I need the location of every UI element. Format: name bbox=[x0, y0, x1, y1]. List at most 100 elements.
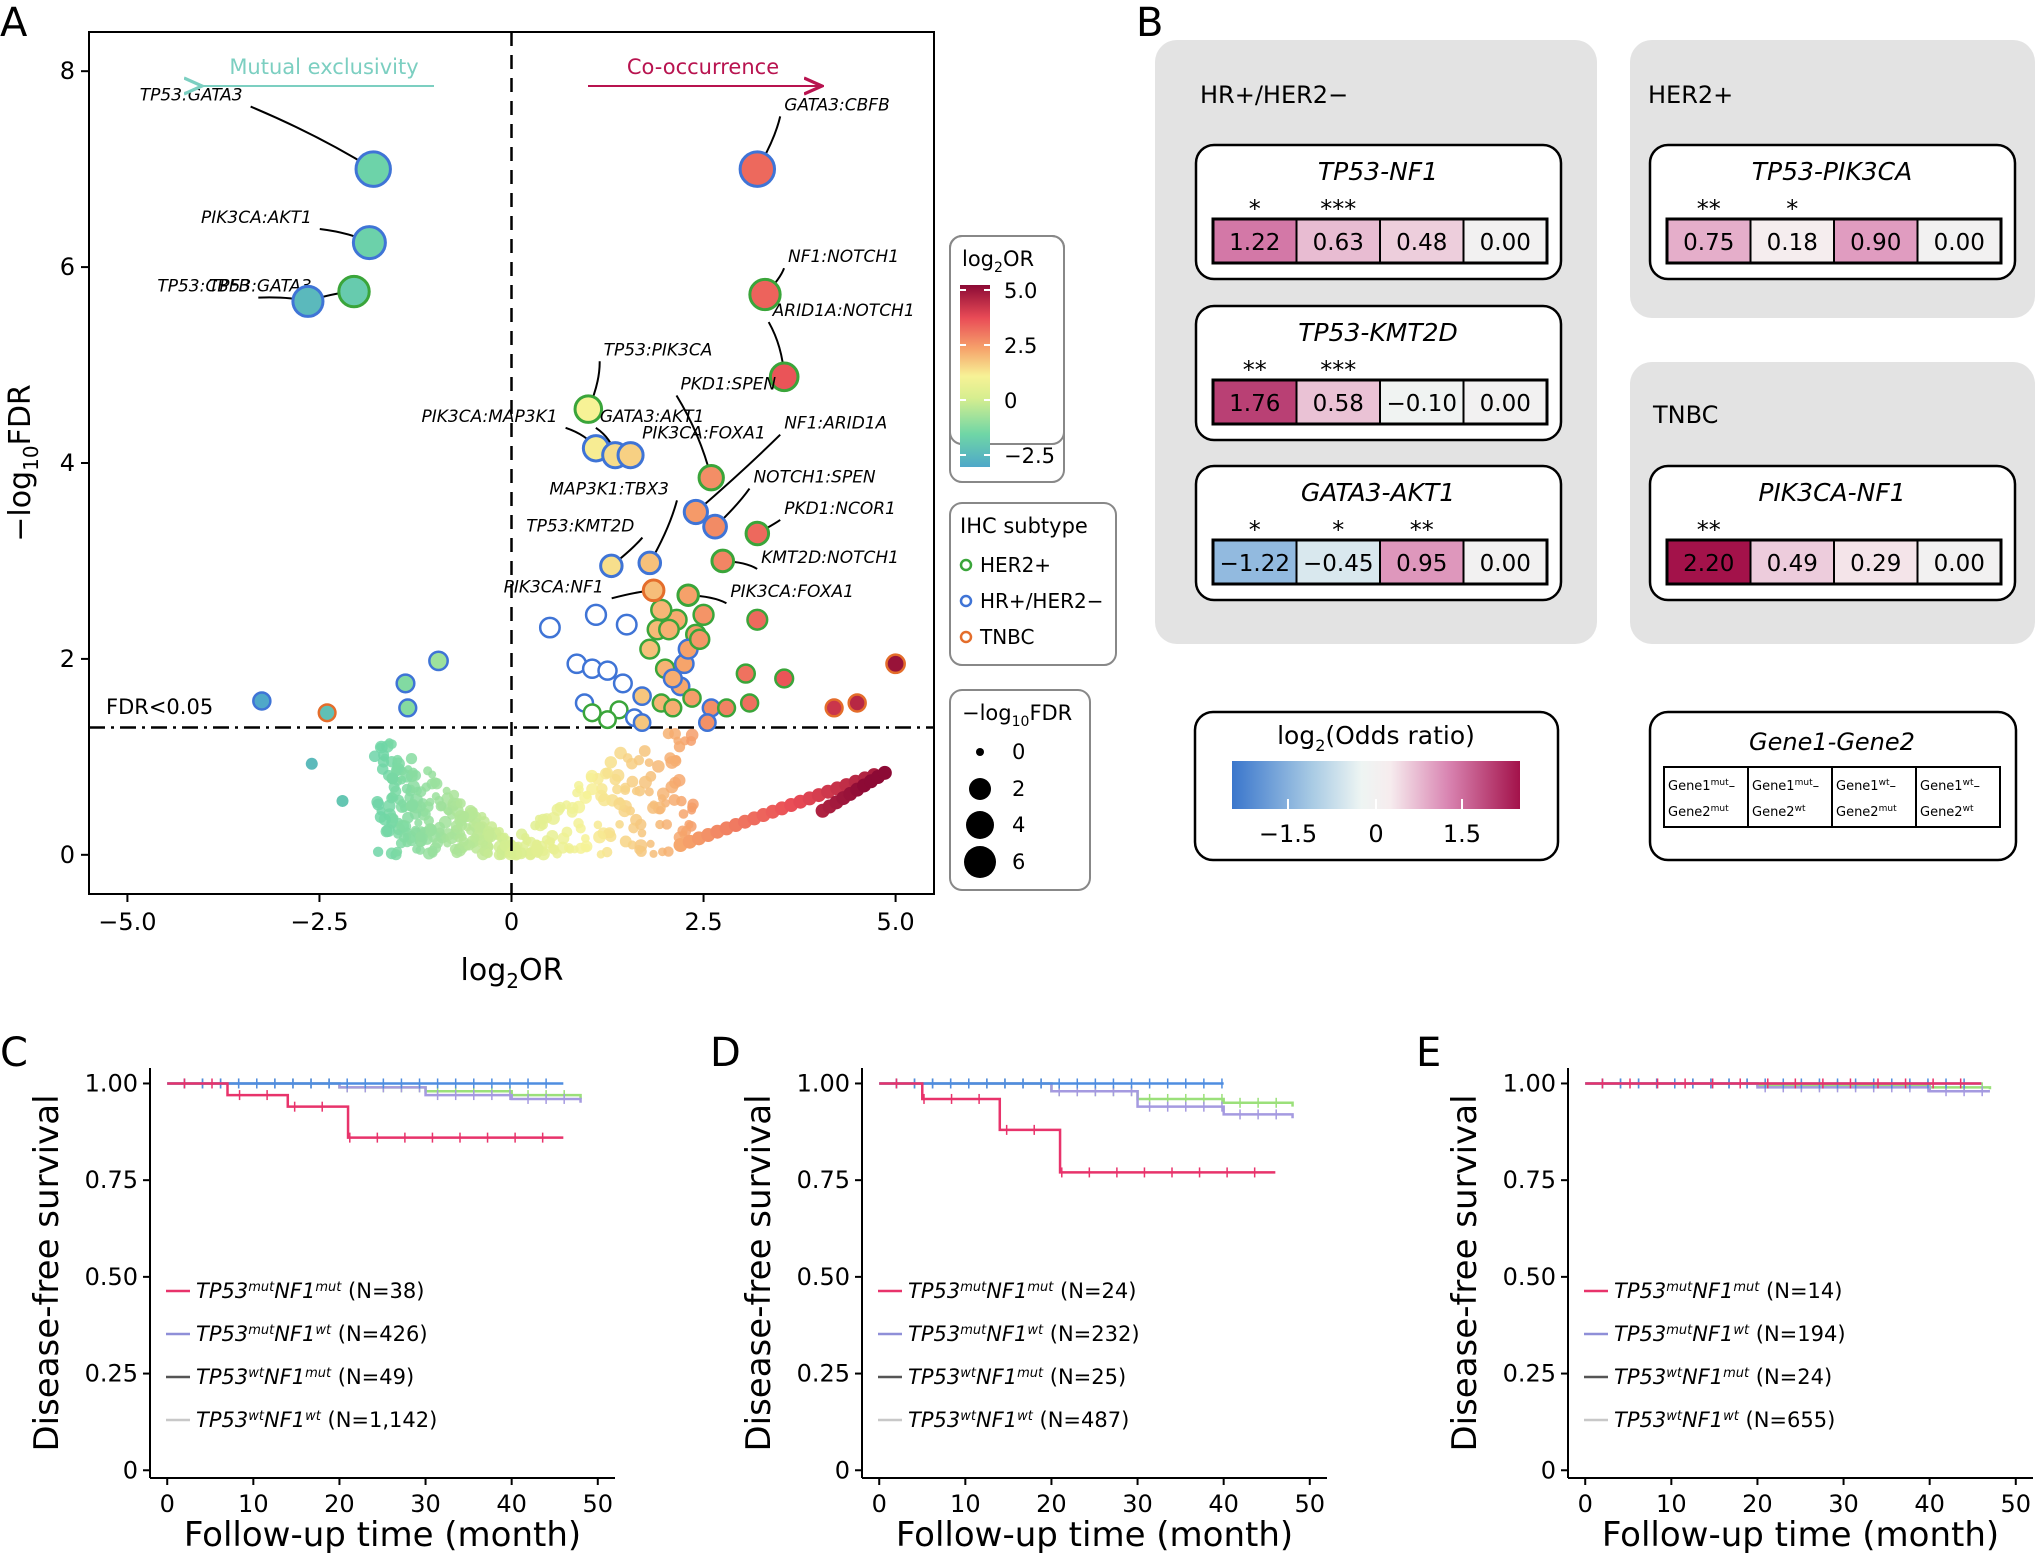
key-cell-label: Gene1mut– bbox=[1752, 778, 1819, 794]
km-x-tick-label: 40 bbox=[1208, 1490, 1239, 1518]
volcano-axes: −5.0 −2.5 0 2.5 5.0 0 2 4 6 8 bbox=[60, 57, 915, 936]
km-x-tick-label: 50 bbox=[1295, 1490, 1326, 1518]
km-legend-label: TP53wtNF1mut (N=25) bbox=[908, 1365, 1126, 1389]
background-point bbox=[668, 794, 681, 806]
pair-name: PIK3CA-NF1 bbox=[1758, 478, 1905, 507]
scale-tick-label: 1.5 bbox=[1443, 820, 1481, 848]
km-y-tick-label: 1.00 bbox=[1503, 1069, 1556, 1097]
heatmap-value: 0.00 bbox=[1480, 230, 1531, 256]
significant-point bbox=[650, 598, 673, 622]
labeled-point bbox=[738, 150, 777, 188]
background-point bbox=[500, 832, 509, 841]
x-tick-label: 2.5 bbox=[684, 908, 722, 936]
background-point bbox=[656, 805, 665, 815]
significant-point bbox=[584, 603, 608, 626]
background-point bbox=[466, 826, 475, 835]
background-point bbox=[408, 767, 418, 778]
heatmap-cell bbox=[1295, 539, 1381, 585]
labeled-point bbox=[748, 277, 782, 312]
background-point bbox=[483, 829, 497, 843]
heatmap-cell bbox=[1462, 218, 1548, 264]
x-tick-label: −5.0 bbox=[98, 908, 156, 936]
heatmap-row-frame bbox=[1211, 217, 1549, 265]
heatmap-cell bbox=[1379, 379, 1465, 425]
significant-point bbox=[395, 673, 416, 694]
labeled-point bbox=[744, 520, 771, 547]
x-tick-label: 5.0 bbox=[877, 908, 915, 936]
labeled-point bbox=[676, 583, 700, 607]
point-label: ARID1A:NOTCH1 bbox=[772, 301, 915, 321]
background-point bbox=[402, 811, 414, 824]
labeled-point bbox=[354, 150, 392, 188]
point-label: TP53:GATA3 bbox=[140, 86, 243, 106]
background-point bbox=[634, 844, 644, 855]
significant-point bbox=[697, 713, 717, 732]
significant-point bbox=[716, 698, 737, 718]
background-point bbox=[635, 818, 647, 831]
background-point bbox=[644, 758, 654, 767]
key-cell-label: Gene1wt– bbox=[1836, 778, 1896, 794]
heatmap-value: 0.90 bbox=[1850, 230, 1901, 256]
size-key-dot bbox=[964, 846, 996, 878]
background-point bbox=[585, 772, 596, 783]
background-point bbox=[448, 789, 460, 801]
km-legend-label: TP53wtNF1wt (N=487) bbox=[908, 1408, 1129, 1432]
km-x-tick-label: 40 bbox=[1914, 1490, 1945, 1518]
background-point bbox=[619, 835, 632, 848]
background-point bbox=[573, 818, 584, 829]
background-point bbox=[383, 799, 396, 813]
significant-point bbox=[735, 663, 757, 684]
background-point bbox=[474, 822, 485, 833]
background-point bbox=[655, 819, 665, 830]
heatmap-value: 1.22 bbox=[1229, 230, 1280, 256]
background-point bbox=[477, 811, 487, 821]
significant-point bbox=[847, 693, 867, 713]
km-y-tick-label: 0 bbox=[835, 1456, 850, 1484]
heatmap-value: 0.63 bbox=[1313, 230, 1364, 256]
labeled-point bbox=[291, 284, 325, 318]
mutual-exclusivity-label: Mutual exclusivity bbox=[229, 55, 418, 79]
background-point bbox=[401, 783, 412, 794]
panel-label-c: C bbox=[0, 1030, 28, 1076]
km-y-tick-label: 0.50 bbox=[797, 1263, 850, 1291]
survival-curve bbox=[167, 1082, 582, 1099]
background-point bbox=[665, 755, 679, 769]
background-point bbox=[305, 757, 318, 770]
background-point bbox=[626, 775, 639, 788]
background-point bbox=[368, 750, 381, 763]
km-x-axis-label: Follow-up time (month) bbox=[896, 1515, 1293, 1555]
background-point bbox=[405, 799, 418, 812]
background-point bbox=[596, 850, 606, 859]
labeled-point bbox=[682, 498, 709, 526]
fdr-threshold-label: FDR<0.05 bbox=[106, 695, 213, 719]
background-point bbox=[389, 813, 399, 823]
km-y-tick-label: 0.25 bbox=[797, 1360, 850, 1388]
km-x-tick-label: 30 bbox=[1122, 1490, 1153, 1518]
significant-point bbox=[632, 686, 652, 706]
km-y-axis-label: Disease-free survival bbox=[739, 1094, 779, 1451]
background-point bbox=[593, 820, 603, 830]
odds-ratio-scale-card: log2(Odds ratio) −1.5 0 1.5 bbox=[1193, 710, 1560, 862]
labeled-point bbox=[702, 513, 728, 540]
significant-point bbox=[612, 673, 633, 694]
or-tick-label: 0 bbox=[1004, 389, 1017, 413]
background-point bbox=[390, 785, 402, 797]
labeled-point bbox=[337, 274, 371, 309]
km-legend-label: TP53mutNF1wt (N=426) bbox=[196, 1322, 428, 1346]
km-y-axis-label: Disease-free survival bbox=[1445, 1094, 1485, 1451]
km-x-tick-label: 10 bbox=[238, 1490, 269, 1518]
background-point bbox=[459, 810, 470, 821]
labeled-point bbox=[697, 464, 725, 492]
background-point bbox=[458, 836, 469, 847]
km-y-tick-label: 0.50 bbox=[1503, 1263, 1556, 1291]
point-label: PKD1:SPEN bbox=[681, 375, 777, 395]
significant-point bbox=[885, 653, 906, 675]
or-tick-label: 2.5 bbox=[1004, 334, 1037, 358]
background-point bbox=[405, 753, 418, 765]
background-point bbox=[444, 807, 453, 816]
background-point bbox=[631, 786, 641, 796]
survival-curve bbox=[879, 1082, 1294, 1119]
background-point bbox=[531, 839, 542, 850]
